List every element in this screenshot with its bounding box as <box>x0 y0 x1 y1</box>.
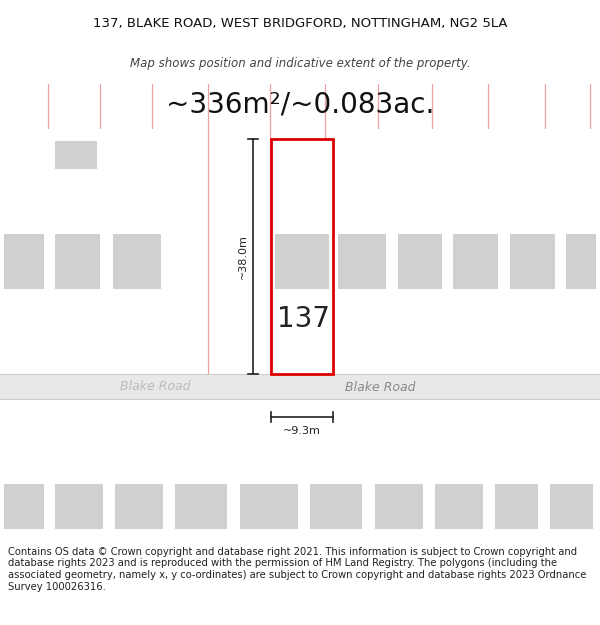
Bar <box>0 129 50 374</box>
Bar <box>545 399 600 547</box>
Bar <box>495 484 538 529</box>
Bar <box>235 399 305 547</box>
Bar <box>4 234 44 289</box>
Bar <box>510 234 555 289</box>
Bar <box>453 234 498 289</box>
Bar <box>0 374 600 399</box>
Text: ~38.0m: ~38.0m <box>238 234 248 279</box>
Bar <box>0 399 50 547</box>
Bar <box>305 399 370 547</box>
Bar <box>271 139 333 374</box>
Bar <box>398 234 442 289</box>
Bar <box>55 234 100 289</box>
Bar <box>490 399 545 547</box>
Text: 137: 137 <box>277 305 329 333</box>
Bar <box>50 129 108 374</box>
Bar <box>170 399 235 547</box>
Text: Map shows position and indicative extent of the property.: Map shows position and indicative extent… <box>130 57 470 70</box>
Bar <box>435 484 483 529</box>
Bar <box>370 399 430 547</box>
Bar <box>115 484 163 529</box>
Bar <box>275 234 329 289</box>
Text: Contains OS data © Crown copyright and database right 2021. This information is : Contains OS data © Crown copyright and d… <box>8 547 586 592</box>
Bar <box>505 129 563 374</box>
Bar <box>563 129 600 374</box>
Bar <box>333 129 393 374</box>
Bar <box>108 129 168 374</box>
Text: ~336m²/~0.083ac.: ~336m²/~0.083ac. <box>166 91 434 118</box>
Bar <box>113 234 161 289</box>
Text: 137, BLAKE ROAD, WEST BRIDGFORD, NOTTINGHAM, NG2 5LA: 137, BLAKE ROAD, WEST BRIDGFORD, NOTTING… <box>93 17 507 30</box>
Bar <box>175 484 227 529</box>
Bar <box>310 484 362 529</box>
Bar <box>448 129 505 374</box>
Bar <box>240 484 298 529</box>
Bar <box>375 484 423 529</box>
Text: ~9.3m: ~9.3m <box>283 426 321 436</box>
Text: Blake Road: Blake Road <box>345 381 415 394</box>
Bar <box>55 141 97 169</box>
Bar <box>550 484 593 529</box>
Bar <box>338 234 386 289</box>
Bar <box>430 399 490 547</box>
Bar <box>4 484 44 529</box>
Bar <box>55 484 103 529</box>
Text: Blake Road: Blake Road <box>120 380 190 393</box>
Bar <box>393 129 448 374</box>
Bar <box>566 234 596 289</box>
Bar <box>50 399 110 547</box>
Bar <box>110 399 170 547</box>
